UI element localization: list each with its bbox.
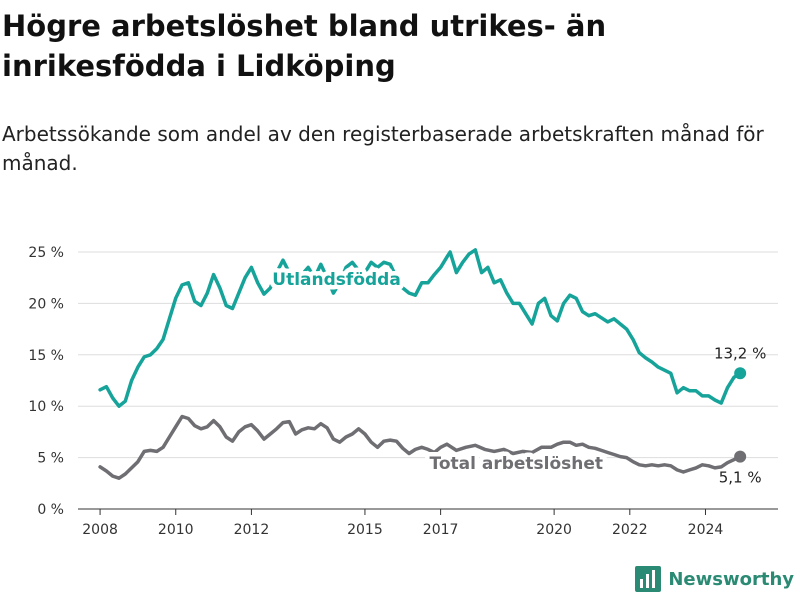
series-lines [98,248,747,480]
newsworthy-logo[interactable]: Newsworthy [634,564,794,594]
x-tick-label: 2020 [536,522,572,538]
x-tick-label: 2017 [423,522,459,538]
series-name-label: Utlandsfödda [272,270,401,290]
grid-lines [78,251,778,510]
x-axis-ticks: 2008 2010 2012 2015 2017 2020 2022 2024 [82,509,723,538]
x-tick-label: 2022 [612,522,648,538]
series-end-label: 13,2 % [714,344,766,362]
y-tick-label: 0 % [37,502,64,518]
series-end-point [734,367,747,380]
series-line [98,414,742,480]
brand-name: Newsworthy [668,568,794,590]
x-tick-label: 2012 [234,522,270,538]
y-tick-label: 15 % [28,348,64,364]
series-end-label: 5,1 % [719,469,762,487]
series-name-label: Total arbetslöshet [430,454,604,474]
series-name-halo: Utlandsfödda [272,270,401,290]
y-tick-label: 5 % [37,451,64,467]
series-name-halo: Total arbetslöshet [430,454,604,474]
chart-title: Högre arbetslöshet bland utrikes- än inr… [2,9,607,83]
y-axis-ticks: 0 % 5 % 10 % 15 % 20 % 25 % [28,245,64,518]
newsworthy-logo-icon [635,566,662,592]
series-labels: 13,2 %5,1 %UtlandsföddaUtlandsföddaTotal… [268,265,767,487]
y-tick-label: 10 % [28,399,64,415]
x-tick-label: 2015 [347,522,383,538]
series-line [98,248,742,408]
chart-subtitle: Arbetssökande som andel av den registerb… [2,122,764,175]
x-tick-label: 2010 [158,522,194,538]
x-tick-label: 2024 [688,522,724,538]
series-end-point [734,450,747,463]
y-tick-label: 20 % [28,296,64,312]
x-tick-label: 2008 [82,522,118,538]
y-tick-label: 25 % [28,245,64,261]
